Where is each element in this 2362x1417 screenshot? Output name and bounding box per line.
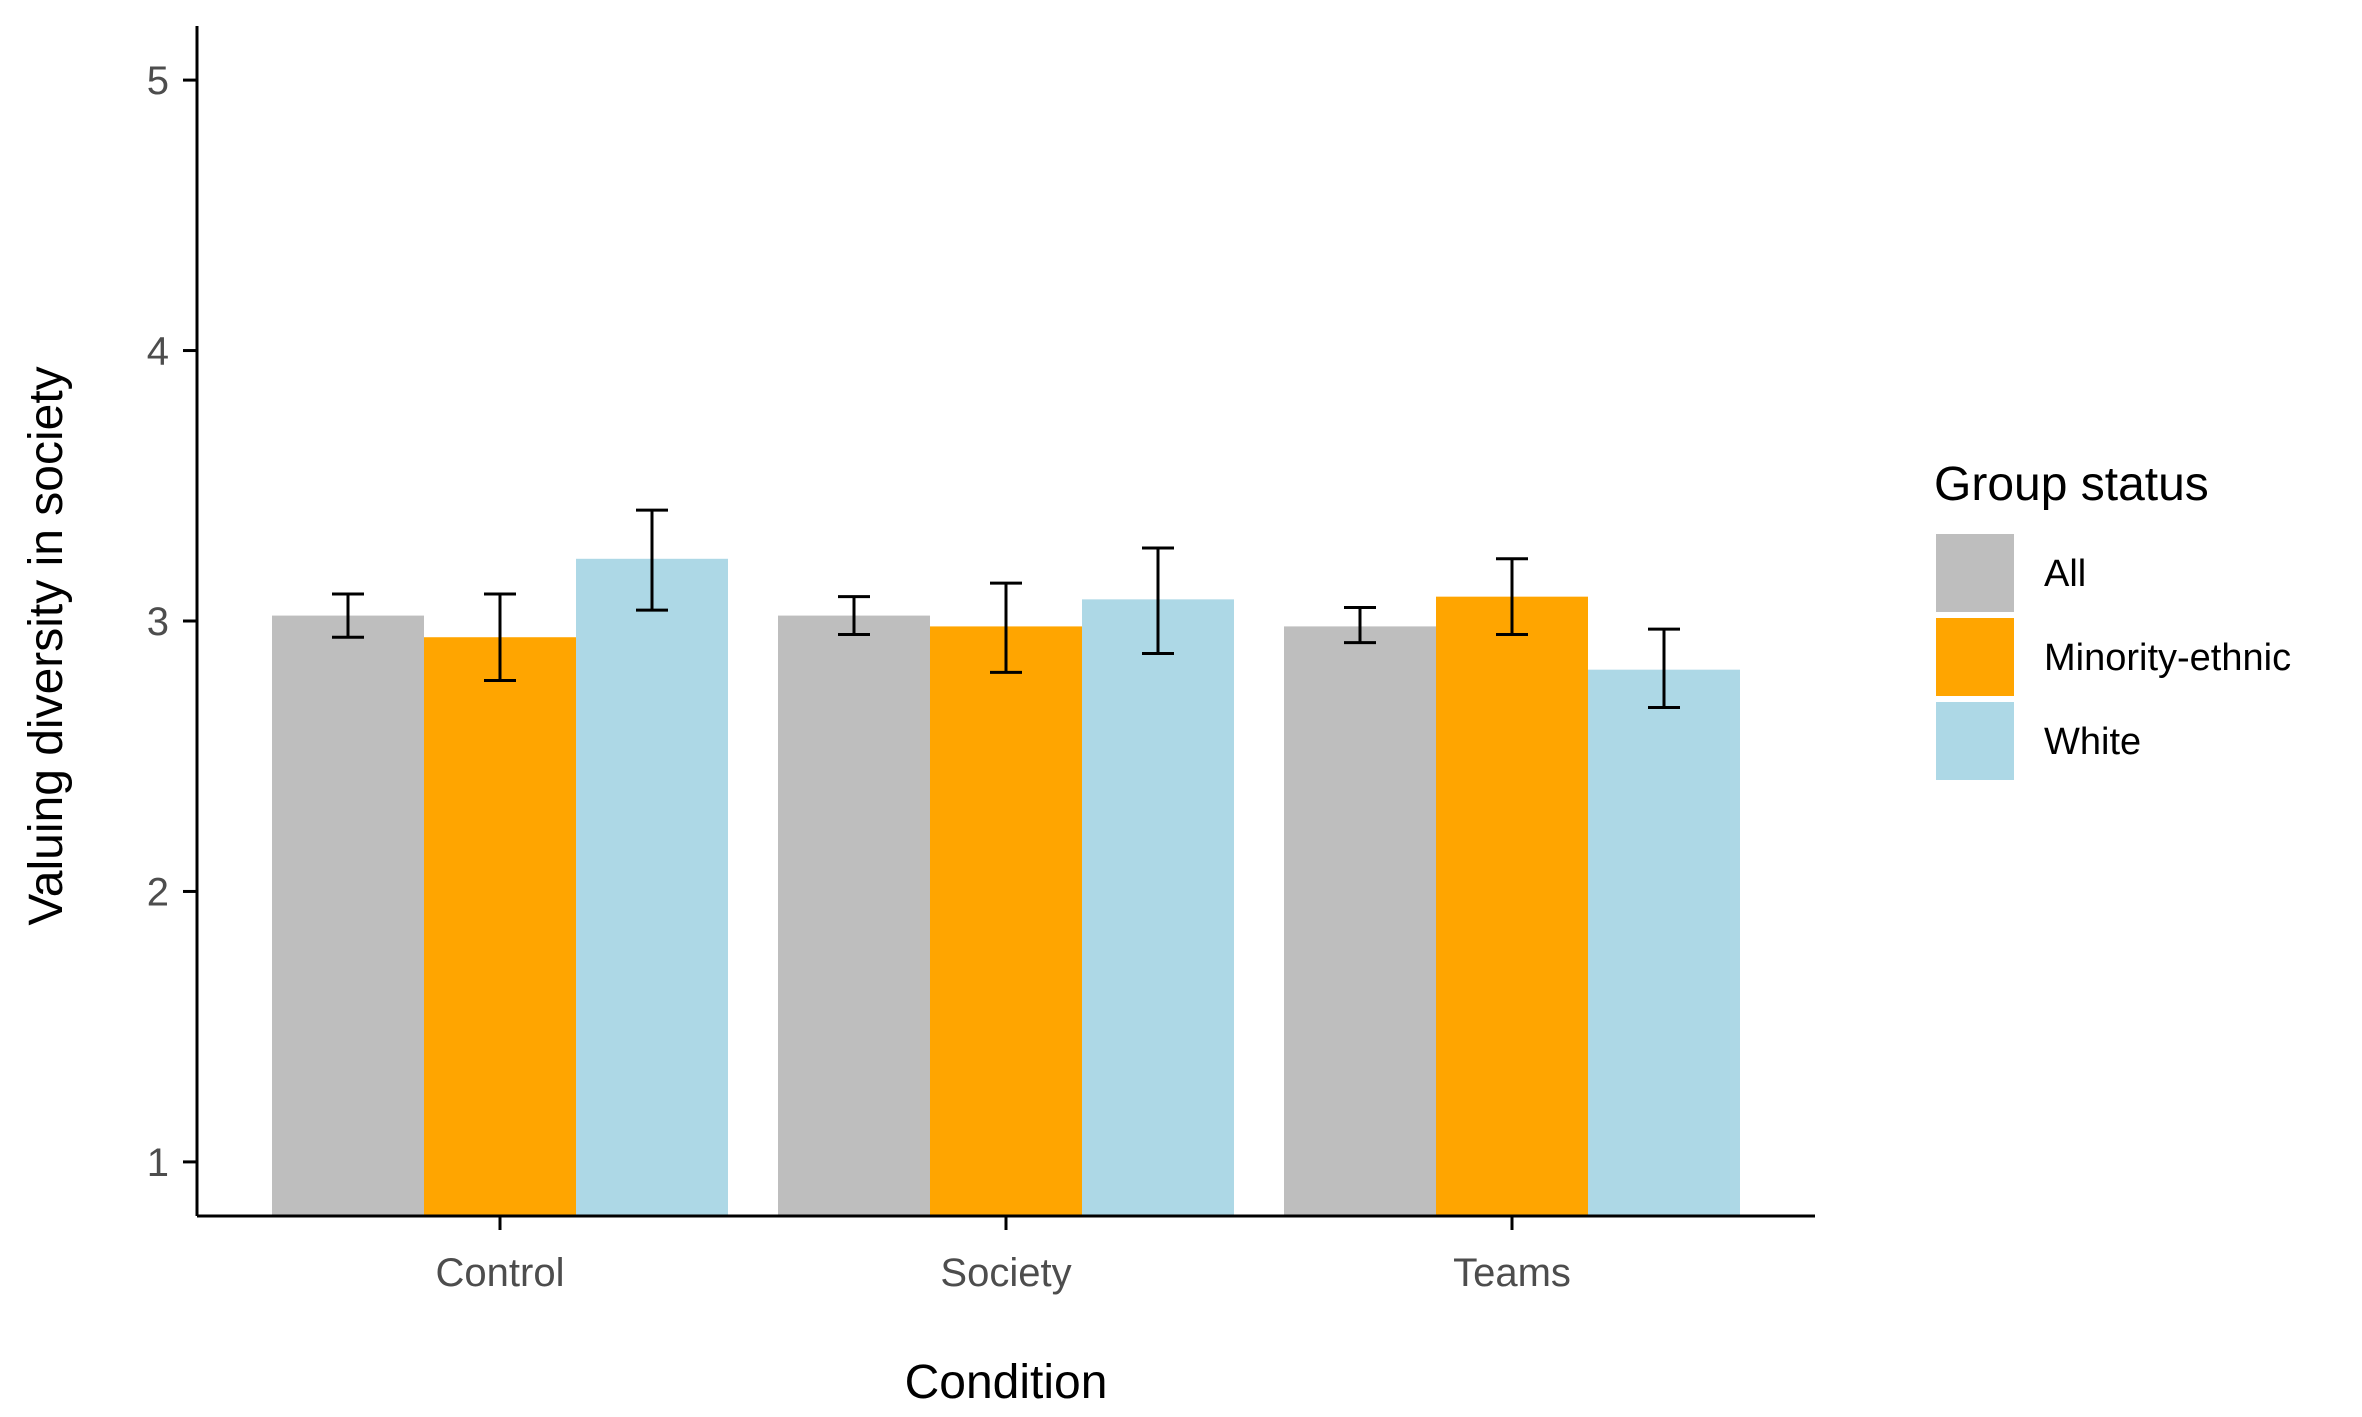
y-axis: 1 2 3 4 5 xyxy=(147,26,199,1216)
error-bar-society-all xyxy=(838,595,870,637)
legend: Group status All Minority-ethnic White xyxy=(1934,458,2291,780)
error-bar-teams-all xyxy=(1344,605,1376,645)
x-axis-title: Condition xyxy=(905,1356,1108,1409)
legend-label: White xyxy=(2044,721,2141,763)
y-axis-title: Valuing diversity in society xyxy=(20,366,73,925)
bar-control-white xyxy=(576,558,728,1216)
bar-teams-minority-ethnic xyxy=(1436,596,1588,1216)
bar-teams-white xyxy=(1588,669,1740,1216)
y-tick-label: 1 xyxy=(147,1141,169,1185)
bar-society-white xyxy=(1082,599,1234,1216)
y-tick-label: 4 xyxy=(147,330,169,374)
legend-key xyxy=(1936,702,2014,780)
legend-label: Minority-ethnic xyxy=(2044,637,2291,679)
bar-teams-all xyxy=(1284,626,1436,1216)
legend-item-minority-ethnic: Minority-ethnic xyxy=(1936,618,2291,696)
legend-item-white: White xyxy=(1936,702,2141,780)
bar-control-minority-ethnic xyxy=(424,637,576,1216)
error-bar-control-minority-ethnic xyxy=(484,592,516,682)
x-tick-label-society: Society xyxy=(940,1251,1071,1295)
bar-control-all xyxy=(272,615,424,1216)
legend-label: All xyxy=(2044,553,2086,595)
error-bar-teams-minority-ethnic xyxy=(1496,557,1528,637)
legend-title: Group status xyxy=(1934,458,2209,511)
error-bar-control-white xyxy=(636,508,668,612)
error-bar-teams-white xyxy=(1648,627,1680,710)
x-axis: Control Society Teams xyxy=(197,1214,1815,1295)
x-tick-label-teams: Teams xyxy=(1453,1251,1571,1295)
bars-layer xyxy=(272,558,1740,1216)
legend-item-all: All xyxy=(1936,534,2086,612)
legend-key xyxy=(1936,618,2014,696)
error-bar-control-all xyxy=(332,592,364,639)
bar-society-minority-ethnic xyxy=(930,626,1082,1216)
bar-society-all xyxy=(778,615,930,1216)
error-bar-society-white xyxy=(1142,546,1174,655)
error-bars-layer xyxy=(332,508,1680,710)
y-tick-label: 3 xyxy=(147,600,169,644)
y-tick-label: 2 xyxy=(147,870,169,914)
error-bar-society-minority-ethnic xyxy=(990,581,1022,674)
legend-key xyxy=(1936,534,2014,612)
y-tick-label: 5 xyxy=(147,59,169,103)
x-tick-label-control: Control xyxy=(436,1251,565,1295)
